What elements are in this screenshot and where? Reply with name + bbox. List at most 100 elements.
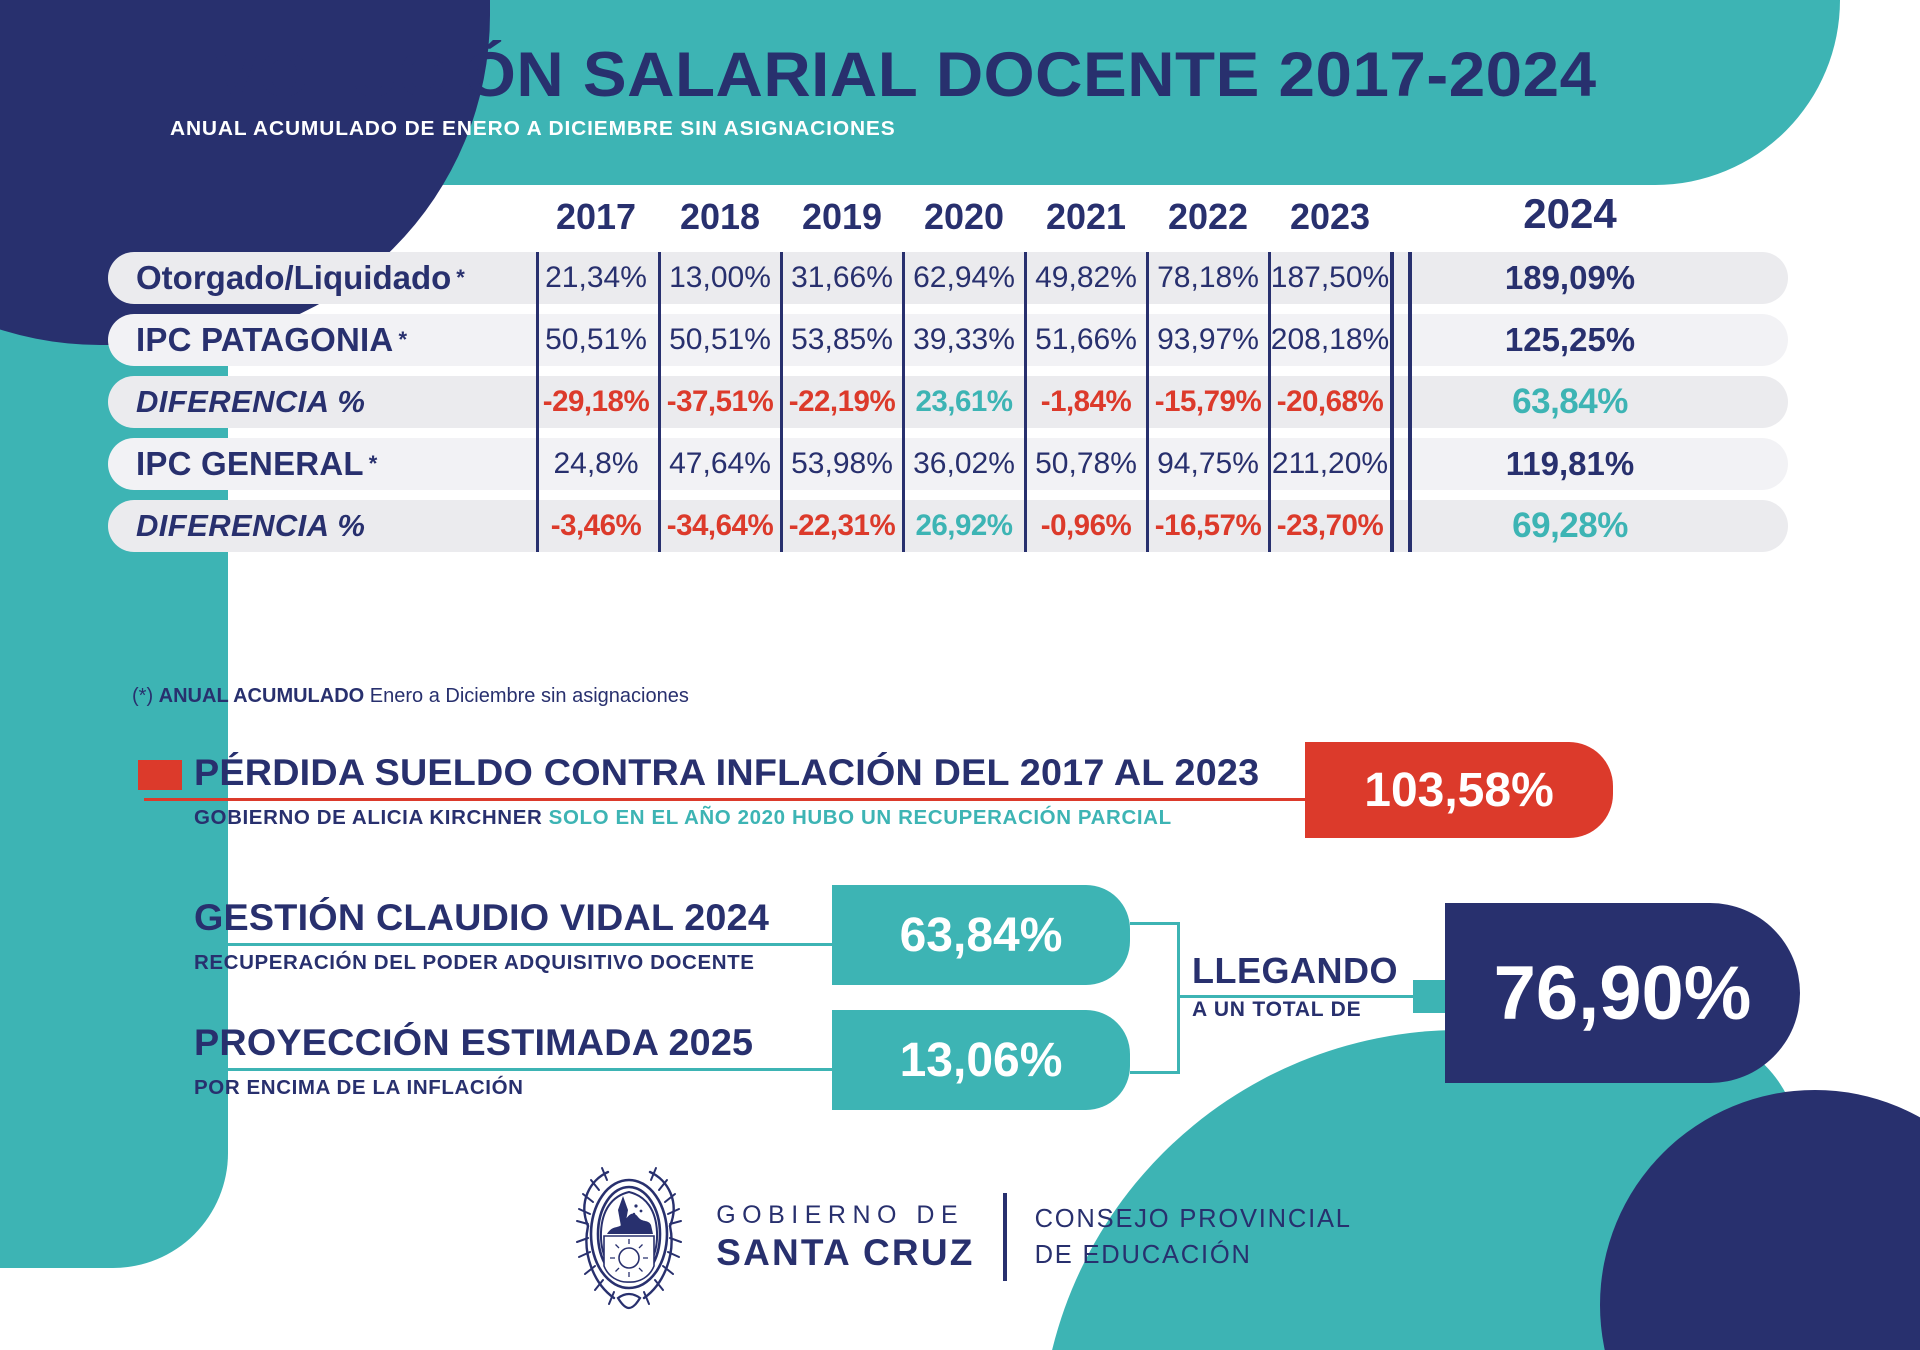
total-value-box: 76,90% (1445, 903, 1800, 1083)
table-cell: -16,57% (1154, 509, 1262, 542)
table-cell: 49,82% (1035, 261, 1137, 294)
gobierno-line2: SANTA CRUZ (716, 1231, 975, 1273)
table-cell: 50,78% (1035, 447, 1137, 480)
column-separator-2024 (1408, 252, 1412, 552)
table-cell: -23,70% (1276, 509, 1384, 542)
row-label-text: IPC GENERAL (136, 445, 364, 482)
table-cell: 62,94% (913, 261, 1015, 294)
table-cell-2024: 189,09% (1504, 259, 1636, 296)
table-row: IPC GENERAL * 24,8% 47,64% 53,98% 36,02% 50,78… (108, 438, 1888, 490)
table-cell: -20,68% (1276, 385, 1384, 418)
banner-rule (144, 943, 832, 946)
year-header-2017: 2017 (555, 196, 637, 237)
table-cell: 53,85% (791, 323, 893, 356)
table-header-years: 2017 2018 2019 2020 2021 2022 2023 2024 (108, 190, 1888, 252)
table-cell: 26,92% (915, 509, 1013, 542)
table-cell: -29,18% (542, 385, 650, 418)
consejo-line2: DE EDUCACIÓN (1034, 1241, 1252, 1269)
row-background-2024 (1413, 314, 1753, 366)
table-body: Otorgado/Liquidado * 21,34% 13,00% 31,66% 62,… (108, 252, 1888, 552)
column-separator (658, 252, 661, 552)
table-cell: 211,20% (1271, 447, 1389, 480)
table-cell-2024: 69,28% (1512, 506, 1628, 545)
table-cell: 50,51% (669, 323, 771, 356)
banner-value-proyeccion: 13,06% (832, 1010, 1130, 1110)
row-background-2024 (1413, 438, 1753, 490)
banner-marker-square (138, 905, 182, 935)
table-row: IPC PATAGONIA * 50,51% 50,51% 53,85% 39,33% 51… (108, 314, 1888, 366)
row-label: IPC GENERAL * (136, 438, 378, 490)
table-cell: 50,51% (545, 323, 647, 356)
row-label-asterisk: * (398, 327, 408, 352)
row-label: DIFERENCIA % (136, 500, 365, 552)
table-cell: -1,84% (1040, 385, 1132, 418)
banner-subtitle-bold: POR ENCIMA DE LA INFLACIÓN (194, 1076, 524, 1099)
table-cell: -0,96% (1040, 509, 1132, 542)
row-background-2024 (1413, 376, 1753, 428)
table-cell: 31,66% (791, 261, 893, 294)
banner-subtitle-bold: GOBIERNO DE ALICIA KIRCHNER (194, 806, 543, 829)
year-header-2022: 2022 (1167, 196, 1249, 237)
row-label-text: DIFERENCIA % (136, 508, 366, 543)
header: EVOLUCIÓN SALARIAL DOCENTE 2017-2024 ANU… (170, 42, 1596, 141)
banner-value-perdida: 103,58% (1305, 742, 1613, 838)
gobierno-line1: GOBIERNO DE (716, 1200, 965, 1229)
table-cell: -37,51% (666, 385, 774, 418)
column-separator (780, 252, 783, 552)
table-cell: 23,61% (915, 385, 1013, 418)
table-cell: 24,8% (553, 447, 639, 480)
table-row: DIFERENCIA % -3,46% -34,64% -22,31% 26,92% -0… (108, 500, 1888, 552)
table-cell-2024: 119,81% (1505, 445, 1635, 482)
row-label: DIFERENCIA % (136, 376, 365, 428)
banner-subtitle-bold: RECUPERACIÓN DEL PODER ADQUISITIVO DOCEN… (194, 951, 755, 974)
year-header-2023: 2023 (1289, 196, 1371, 237)
table-cell: 51,66% (1035, 323, 1137, 356)
consejo-line1: CONSEJO PROVINCIAL (1034, 1204, 1352, 1233)
column-separator (1268, 252, 1271, 552)
total-bracket (1130, 922, 1180, 1074)
row-label-asterisk: * (456, 265, 465, 290)
column-separator-2024 (1390, 252, 1394, 552)
year-header-2020: 2020 (923, 196, 1005, 237)
table-cell: 187,50% (1270, 261, 1390, 294)
banner-rule (144, 1068, 832, 1071)
banner-subtitle-teal: SOLO EN EL AÑO 2020 HUBO UN RECUPERACIÓN… (542, 806, 1172, 829)
total-label: LLEGANDO (1192, 950, 1398, 991)
table-cell: -15,79% (1154, 385, 1262, 418)
banner-value-gestion: 63,84% (832, 885, 1130, 985)
salary-table: 2017 2018 2019 2020 2021 2022 2023 2024 Otorgad… (108, 190, 1888, 562)
table-cell: 39,33% (913, 323, 1015, 356)
column-separator (1024, 252, 1027, 552)
table-cell: 21,34% (545, 261, 647, 294)
table-cell: -22,19% (788, 385, 896, 418)
table-cell: 13,00% (669, 261, 771, 294)
table-cell: 93,97% (1157, 323, 1259, 356)
table-cell: 78,18% (1157, 261, 1259, 294)
santa-cruz-crest-icon (576, 1167, 683, 1310)
banner-subtitle: RECUPERACIÓN DEL PODER ADQUISITIVO DOCEN… (194, 951, 755, 975)
total-sublabel: A UN TOTAL DE (1192, 998, 1362, 1021)
banner-subtitle: GOBIERNO DE ALICIA KIRCHNER SOLO EN EL A… (194, 806, 1172, 830)
banner-marker-square (138, 760, 182, 790)
footnote-bold: ANUAL ACUMULADO (158, 685, 365, 707)
table-cell: 208,18% (1270, 323, 1390, 356)
table-row: DIFERENCIA % -29,18% -37,51% -22,19% 23,61% -… (108, 376, 1888, 428)
footnote-rest: Enero a Diciembre sin asignaciones (364, 685, 689, 707)
row-background-2024 (1413, 500, 1753, 552)
table-cell-2024: 63,84% (1512, 382, 1628, 421)
row-background-2024 (1413, 252, 1753, 304)
total-connector-line (1180, 995, 1450, 998)
page-title: EVOLUCIÓN SALARIAL DOCENTE 2017-2024 (170, 40, 1597, 110)
table-cell: 53,98% (791, 447, 893, 480)
row-label-text: DIFERENCIA % (136, 384, 366, 419)
total-label-block: LLEGANDO A UN TOTAL DE (1192, 950, 1398, 1022)
table-footnote: (*) ANUAL ACUMULADO Enero a Diciembre si… (132, 685, 689, 708)
footer: GOBIERNO DE SANTA CRUZ CONSEJO PROVINCIA… (0, 1162, 1920, 1312)
table-cell: -3,46% (550, 509, 642, 542)
row-label: IPC PATAGONIA * (136, 314, 407, 366)
row-label-text: IPC PATAGONIA (136, 321, 394, 358)
row-label-asterisk: * (368, 451, 378, 476)
banner-title: GESTIÓN CLAUDIO VIDAL 2024 (194, 897, 770, 938)
consejo-block: CONSEJO PROVINCIAL DE EDUCACIÓN (1035, 1201, 1352, 1273)
banner-title: PROYECCIÓN ESTIMADA 2025 (194, 1022, 754, 1063)
